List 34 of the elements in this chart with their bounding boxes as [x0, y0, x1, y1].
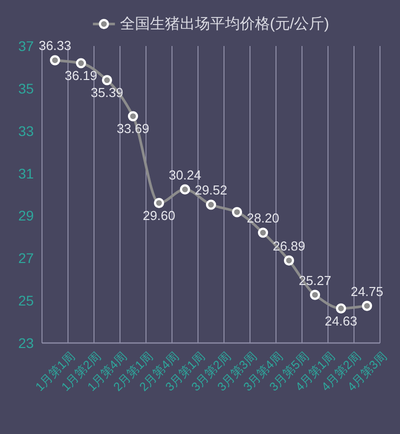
data-label: 36.19: [64, 68, 98, 84]
y-tick-label: 27: [18, 250, 34, 266]
data-label: 29.52: [194, 182, 228, 198]
data-label: 24.75: [350, 284, 384, 299]
point: [102, 75, 112, 86]
data-label: 24.63: [324, 313, 358, 328]
point: [76, 58, 86, 68]
point: [180, 184, 190, 195]
data-label: 25.27: [298, 272, 332, 288]
y-tick-label: 23: [18, 335, 34, 351]
point: [128, 111, 138, 122]
point: [154, 198, 164, 208]
data-label: 26.89: [272, 238, 306, 254]
point: [232, 207, 242, 218]
y-tick-label: 31: [18, 165, 34, 182]
point: [310, 290, 320, 300]
data-label: 29.60: [142, 208, 176, 223]
y-tick-label: 29: [18, 208, 34, 224]
point: [336, 303, 346, 314]
data-label: 36.33: [38, 38, 72, 54]
point: [50, 55, 60, 66]
y-tick-label: 25: [18, 292, 34, 309]
data-label: 35.39: [90, 85, 124, 100]
point: [206, 200, 216, 210]
data-label: 33.69: [116, 121, 150, 136]
y-tick-label: 33: [18, 122, 34, 139]
y-tick-label: 35: [18, 80, 34, 96]
point: [258, 228, 268, 238]
legend: 全国生猪出场平均价格(元/公斤): [92, 16, 330, 32]
y-tick-label: 37: [18, 38, 34, 54]
data-label: 28.20: [246, 210, 280, 226]
data-label: 30.24: [168, 167, 202, 182]
point: [362, 300, 372, 311]
point: [284, 255, 294, 266]
